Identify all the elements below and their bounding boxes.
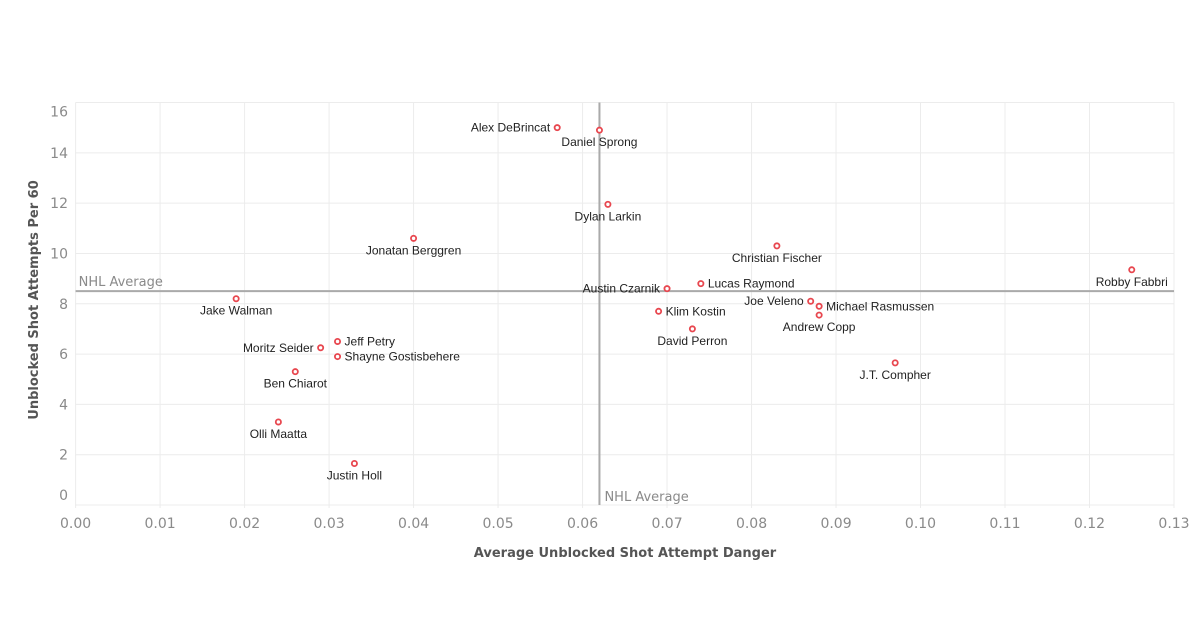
point-label: David Perron — [657, 334, 727, 348]
point-label: Alex DeBrincat — [471, 121, 551, 135]
point-label: Jake Walman — [200, 304, 272, 318]
data-point — [334, 353, 342, 361]
point-label: Lucas Raymond — [708, 277, 795, 291]
data-points: Alex DeBrincat Daniel Sprong Dylan Larkin J… — [200, 121, 1168, 483]
x-tick-label: 0.04 — [398, 516, 429, 532]
data-point — [604, 200, 612, 208]
point-label: Andrew Copp — [783, 320, 856, 334]
y-axis-ticks: 0 2 4 6 8 10 12 14 16 — [50, 105, 68, 505]
data-point — [891, 359, 899, 367]
data-point — [697, 280, 705, 288]
data-point — [553, 124, 561, 132]
point-label: Moritz Seider — [243, 341, 314, 355]
data-point — [807, 297, 815, 305]
data-point — [655, 307, 663, 315]
data-point — [334, 337, 342, 345]
y-axis-title: Unblocked Shot Attempts Per 60 — [27, 180, 42, 419]
point-label: Robby Fabbri — [1096, 275, 1168, 289]
nhl-average-vertical-label: NHL Average — [604, 490, 688, 505]
data-point — [291, 368, 299, 376]
point-label: Jeff Petry — [345, 334, 395, 348]
y-tick-label: 4 — [59, 397, 68, 413]
x-tick-label: 0.01 — [145, 516, 176, 532]
reference-lines: NHL Average NHL Average — [75, 102, 1174, 505]
point-label: Michael Rasmussen — [826, 299, 934, 313]
point-label: Olli Maatta — [250, 427, 308, 441]
x-axis-title: Average Unblocked Shot Attempt Danger — [474, 546, 777, 561]
point-label: Daniel Sprong — [561, 135, 637, 149]
y-tick-label: 6 — [59, 347, 68, 363]
y-tick-label: 14 — [50, 146, 68, 162]
x-tick-label: 0.11 — [989, 516, 1020, 532]
x-tick-label: 0.05 — [482, 516, 513, 532]
y-tick-label: 2 — [59, 448, 68, 464]
data-point — [688, 325, 696, 333]
point-label: Dylan Larkin — [575, 209, 642, 223]
x-tick-label: 0.09 — [820, 516, 851, 532]
point-label: Christian Fischer — [732, 251, 822, 265]
point-label: Jonatan Berggren — [366, 243, 461, 257]
point-label: Joe Veleno — [744, 294, 804, 308]
point-label: Justin Holl — [327, 468, 382, 482]
data-point — [410, 234, 418, 242]
data-point — [595, 126, 603, 134]
point-label: Shayne Gostisbehere — [345, 350, 461, 364]
x-tick-label: 0.13 — [1158, 516, 1189, 532]
point-label: Ben Chiarot — [264, 377, 328, 391]
data-point — [773, 242, 781, 250]
y-tick-label: 12 — [50, 196, 68, 212]
y-tick-label: 0 — [59, 488, 68, 504]
data-point — [274, 418, 282, 426]
x-tick-label: 0.07 — [651, 516, 682, 532]
data-point — [815, 302, 823, 310]
y-tick-label: 8 — [59, 297, 68, 313]
x-tick-label: 0.12 — [1074, 516, 1105, 532]
x-axis-ticks: 0.00 0.01 0.02 0.03 0.04 0.05 0.06 0.07 0.08 0.09… — [60, 516, 1190, 532]
point-label: Austin Czarnik — [583, 282, 661, 296]
nhl-average-horizontal-label: NHL Average — [79, 275, 163, 290]
y-tick-label: 16 — [50, 105, 68, 121]
x-tick-label: 0.00 — [60, 516, 91, 532]
y-tick-label: 10 — [50, 246, 68, 262]
x-tick-label: 0.08 — [736, 516, 767, 532]
x-tick-label: 0.03 — [313, 516, 344, 532]
x-tick-label: 0.02 — [229, 516, 260, 532]
data-point — [317, 344, 325, 352]
data-point — [663, 285, 671, 293]
data-point — [1128, 266, 1136, 274]
x-tick-label: 0.06 — [567, 516, 598, 532]
point-label: Klim Kostin — [666, 304, 726, 318]
x-tick-label: 0.10 — [905, 516, 936, 532]
grid — [75, 102, 1175, 508]
point-label: J.T. Compher — [859, 368, 930, 382]
data-point — [232, 295, 240, 303]
data-point — [815, 311, 823, 319]
data-point — [350, 459, 358, 467]
